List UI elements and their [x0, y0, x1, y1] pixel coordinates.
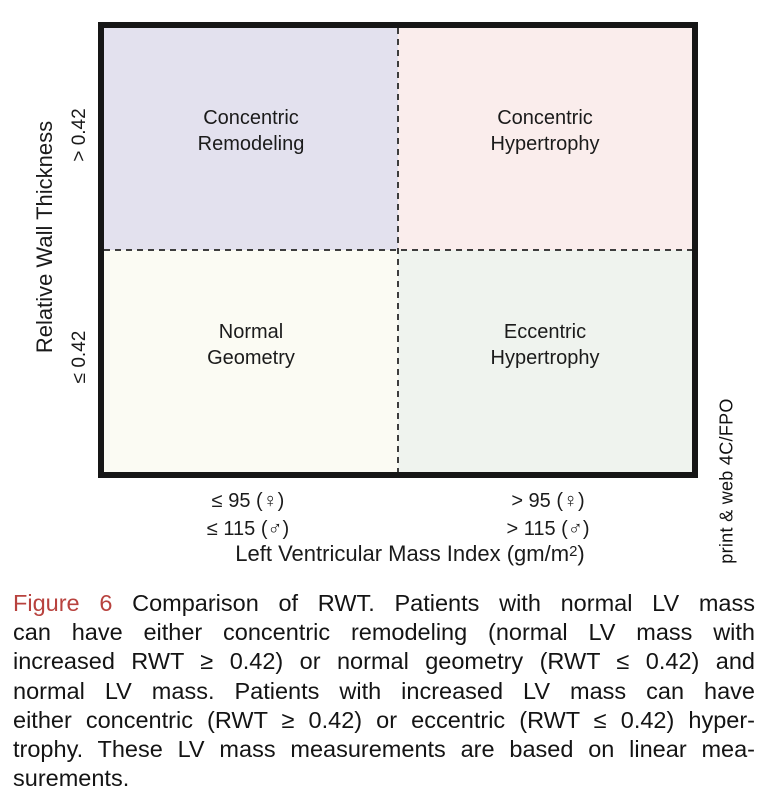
figure-caption: Figure 6 Comparison of RWT. Patients wit…	[13, 589, 755, 793]
x-tick-female-left: ≤ 95 (♀)	[211, 490, 285, 512]
x-tick-female-right: > 95 (♀)	[511, 490, 585, 512]
caption-line: surements.	[13, 765, 130, 792]
quadrant-label: Eccentric Hypertrophy	[490, 321, 600, 369]
quadrant-concentric-remodeling: Concentric Remodeling	[104, 28, 398, 250]
quadrant-label: Concentric Remodeling	[197, 107, 305, 155]
x-axis-title-text: Left Ventricular Mass Index (gm/m	[235, 541, 570, 566]
x-axis-ticks: ≤ 95 (♀) ≤ 115 (♂) > 95 (♀) > 115 (♂)	[98, 487, 698, 543]
x-axis-title-superscript: 2	[569, 542, 578, 560]
caption-line: Figure 6 Comparison of RWT. Patients wit…	[13, 589, 755, 618]
quadrant-normal-geometry: Normal Geometry	[104, 250, 398, 472]
figure-number-label: Figure 6	[13, 590, 113, 616]
y-tick-gt-042: > 0.42	[69, 108, 90, 162]
caption-line: either concentric (RWT ≥ 0.42) or eccent…	[13, 706, 755, 733]
quadrant-label: Concentric Hypertrophy	[490, 107, 600, 155]
caption-text: Comparison of RWT. Patients with normal …	[132, 590, 755, 616]
caption-line: trophy. These LV mass measurements are b…	[13, 736, 755, 763]
x-tick-left-column: ≤ 95 (♀) ≤ 115 (♂)	[98, 487, 398, 543]
caption-line: increased RWT ≥ 0.42) or normal geometry…	[13, 648, 755, 675]
x-tick-male-left: ≤ 115 (♂)	[206, 518, 290, 540]
horizontal-dashed-divider	[104, 249, 692, 251]
caption-line: can have either concentric remodeling (n…	[13, 619, 755, 646]
x-tick-right-column: > 95 (♀) > 115 (♂)	[398, 487, 698, 543]
quadrant-concentric-hypertrophy: Concentric Hypertrophy	[398, 28, 692, 250]
x-axis-title-close-paren: )	[577, 541, 585, 566]
x-tick-male-right: > 115 (♂)	[506, 518, 590, 540]
caption-line: normal LV mass. Patients with increased …	[13, 677, 755, 704]
quadrant-label: Normal Geometry	[207, 321, 295, 369]
print-web-proof-note: print & web 4C/FPO	[716, 398, 737, 564]
x-axis-title: Left Ventricular Mass Index (gm/m2)	[110, 541, 710, 567]
quadrant-eccentric-hypertrophy: Eccentric Hypertrophy	[398, 250, 692, 472]
y-axis-title: Relative Wall Thickness	[32, 120, 57, 354]
quadrant-plot-box: Concentric Remodeling Concentric Hypertr…	[98, 22, 698, 478]
y-tick-le-042: ≤ 0.42	[69, 330, 90, 384]
